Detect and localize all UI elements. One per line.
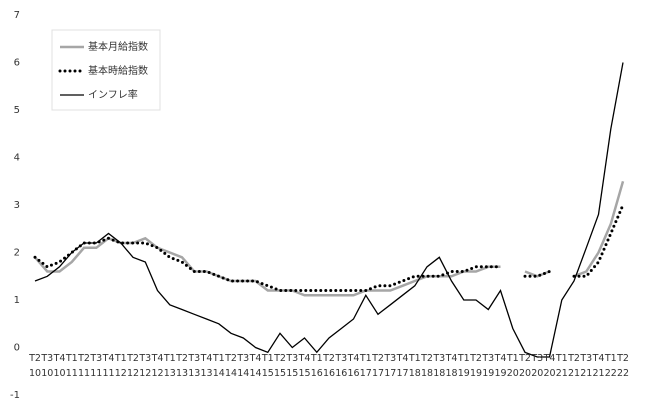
legend-label: 基本時給指数 (88, 64, 148, 77)
x-tick-label: T1 22 (604, 353, 617, 379)
x-tick-label: T2 15 (273, 353, 287, 379)
x-tick-label: T2 20 (518, 353, 532, 379)
x-tick-label: T4 14 (249, 353, 262, 379)
x-tick-label: T2 17 (371, 353, 385, 379)
x-tick-label: T3 12 (139, 353, 152, 379)
x-tick-label: T3 15 (286, 353, 299, 379)
x-tick-label: T2 18 (420, 353, 434, 379)
x-tick-label: T2 22 (616, 353, 630, 379)
x-tick-label: T4 10 (53, 353, 66, 379)
y-tick-label: 5 (14, 105, 20, 116)
x-tick-label: T1 20 (506, 353, 519, 379)
x-tick-label: T1 21 (555, 353, 568, 379)
legend-label: 基本月給指数 (88, 40, 148, 53)
x-tick-label: T4 12 (151, 353, 164, 379)
x-tick-label: T4 16 (347, 353, 360, 379)
x-tick-label: T3 19 (482, 353, 495, 379)
x-tick-label: T2 10 (28, 353, 42, 379)
x-tick-label: T1 18 (408, 353, 421, 379)
x-tick-label: T3 16 (335, 353, 348, 379)
series-line (34, 62, 624, 358)
y-tick-label: 1 (14, 295, 20, 306)
x-tick-label: T2 14 (224, 353, 238, 379)
legend-label: インフレ率 (88, 88, 138, 101)
y-tick-label: 4 (14, 153, 20, 164)
x-tick-label: T4 20 (543, 353, 556, 379)
x-tick-label: T3 18 (433, 353, 446, 379)
y-tick-label: -1 (10, 390, 20, 401)
x-tick-label: T1 12 (114, 353, 127, 379)
x-tick-label: T1 11 (65, 353, 78, 379)
x-tick-label: T4 18 (445, 353, 458, 379)
x-tick-label: T4 15 (298, 353, 311, 379)
x-tick-label: T1 16 (310, 353, 323, 379)
x-tick-label: T4 11 (102, 353, 115, 379)
x-tick-label: T3 17 (384, 353, 397, 379)
x-tick-label: T4 19 (494, 353, 507, 379)
x-tick-label: T2 12 (126, 353, 140, 379)
x-tick-label: T4 17 (396, 353, 409, 379)
x-tick-label: T3 20 (531, 353, 544, 379)
x-tick-label: T3 21 (580, 353, 593, 379)
x-tick-label: T4 21 (592, 353, 605, 379)
x-tick-label: T1 15 (261, 353, 274, 379)
y-tick-label: 0 (14, 343, 20, 354)
y-tick-label: 7 (14, 10, 20, 21)
series-line (34, 180, 625, 297)
x-tick-label: T3 10 (41, 353, 54, 379)
x-tick-label: T2 19 (469, 353, 483, 379)
x-tick-label: T3 14 (237, 353, 250, 379)
x-tick-label: T2 13 (175, 353, 189, 379)
x-tick-label: T1 17 (359, 353, 372, 379)
y-tick-label: 3 (14, 200, 20, 211)
x-tick-label: T2 16 (322, 353, 336, 379)
x-tick-label: T1 13 (163, 353, 176, 379)
series-line (33, 203, 625, 292)
x-tick-label: T4 13 (200, 353, 213, 379)
x-tick-label: T2 21 (567, 353, 581, 379)
x-tick-label: T1 14 (212, 353, 225, 379)
x-tick-label: T1 19 (457, 353, 470, 379)
x-tick-label: T3 13 (188, 353, 201, 379)
y-tick-label: 2 (14, 248, 20, 259)
x-tick-label: T2 11 (77, 353, 91, 379)
y-tick-label: 6 (14, 58, 20, 69)
x-tick-label: T3 11 (90, 353, 103, 379)
